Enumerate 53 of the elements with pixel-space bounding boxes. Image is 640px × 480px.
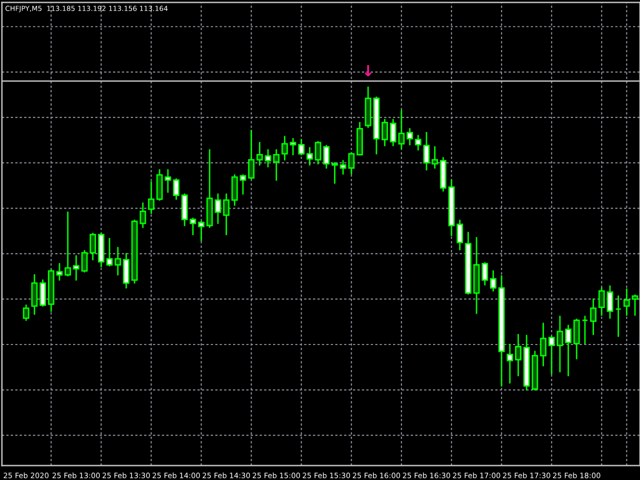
candlestick (214, 193, 222, 224)
candlestick (482, 262, 488, 286)
candlestick (22, 304, 30, 321)
candlestick (632, 294, 638, 316)
candlestick (173, 178, 180, 200)
candlestick (114, 246, 122, 276)
candlestick (273, 149, 280, 181)
candlestick (56, 262, 63, 281)
candlestick (323, 144, 330, 169)
candlestick (406, 128, 413, 146)
candlestick (256, 142, 263, 166)
candlestick (382, 118, 388, 146)
candlestick (140, 202, 146, 228)
candlestick (298, 138, 305, 156)
candlestick (240, 174, 246, 195)
candlestick (148, 181, 154, 214)
candlestick (414, 134, 422, 151)
candlestick (423, 132, 430, 171)
candlestick (598, 287, 605, 316)
candlestick (606, 285, 614, 319)
text: ↓ (364, 65, 372, 76)
candlestick (573, 318, 580, 360)
candlestick (281, 136, 288, 161)
candlestick (515, 334, 522, 376)
candlestick (306, 147, 313, 166)
candlestick (314, 140, 322, 164)
candlestick (590, 298, 596, 336)
candlestick (231, 174, 238, 206)
candlestick (582, 316, 588, 344)
candlestick (290, 138, 296, 156)
candlestick (264, 149, 272, 168)
candlestick (198, 220, 204, 242)
candlestick (90, 232, 96, 260)
candlestick (490, 270, 496, 292)
candlestick (248, 130, 255, 180)
candlestick (123, 252, 130, 289)
candlestick (332, 162, 338, 184)
candlestick (81, 250, 88, 273)
candlestick (398, 110, 405, 150)
candlestick (40, 279, 46, 307)
candlestick (223, 193, 230, 236)
candlestick (390, 118, 396, 146)
candlestick (432, 146, 438, 169)
candlestick (565, 324, 572, 376)
candlestick (615, 295, 622, 338)
candlestick (456, 220, 464, 250)
candlestick (106, 238, 113, 266)
candlestick (623, 288, 630, 316)
candlestick (540, 322, 546, 366)
candlestick (31, 274, 38, 315)
candlestick (506, 344, 514, 384)
candlestick (72, 255, 80, 281)
candlestick (64, 212, 72, 276)
